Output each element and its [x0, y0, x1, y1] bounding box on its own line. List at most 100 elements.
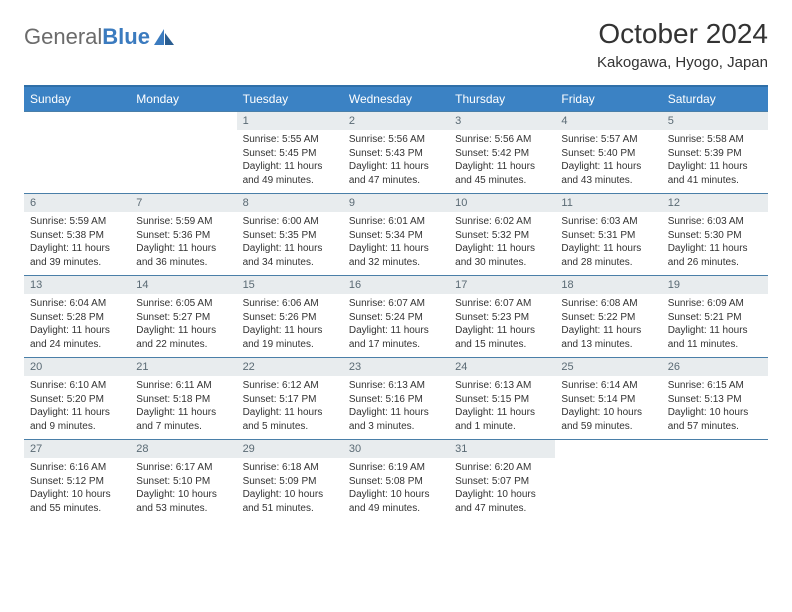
day-number: 21 [130, 358, 236, 376]
sunrise-line: Sunrise: 5:56 AM [455, 133, 549, 147]
sunset-line: Sunset: 5:30 PM [668, 229, 762, 243]
sunrise-line: Sunrise: 6:06 AM [243, 297, 337, 311]
day-number: 20 [24, 358, 130, 376]
sunset-line: Sunset: 5:14 PM [561, 393, 655, 407]
daylight-line: Daylight: 11 hours and 30 minutes. [455, 242, 549, 269]
daylight-line: Daylight: 11 hours and 43 minutes. [561, 160, 655, 187]
week-row: 20Sunrise: 6:10 AMSunset: 5:20 PMDayligh… [24, 357, 768, 439]
sunrise-line: Sunrise: 6:02 AM [455, 215, 549, 229]
day-cell: 19Sunrise: 6:09 AMSunset: 5:21 PMDayligh… [662, 276, 768, 357]
sunrise-line: Sunrise: 6:17 AM [136, 461, 230, 475]
day-details: Sunrise: 5:57 AMSunset: 5:40 PMDaylight:… [555, 130, 661, 193]
day-cell: 13Sunrise: 6:04 AMSunset: 5:28 PMDayligh… [24, 276, 130, 357]
day-details: Sunrise: 6:20 AMSunset: 5:07 PMDaylight:… [449, 458, 555, 521]
daylight-line: Daylight: 11 hours and 41 minutes. [668, 160, 762, 187]
sunrise-line: Sunrise: 6:14 AM [561, 379, 655, 393]
week-row: 13Sunrise: 6:04 AMSunset: 5:28 PMDayligh… [24, 275, 768, 357]
day-cell: 1Sunrise: 5:55 AMSunset: 5:45 PMDaylight… [237, 112, 343, 193]
sunset-line: Sunset: 5:42 PM [455, 147, 549, 161]
sunset-line: Sunset: 5:10 PM [136, 475, 230, 489]
daylight-line: Daylight: 11 hours and 28 minutes. [561, 242, 655, 269]
sunset-line: Sunset: 5:13 PM [668, 393, 762, 407]
sunrise-line: Sunrise: 6:09 AM [668, 297, 762, 311]
sunset-line: Sunset: 5:17 PM [243, 393, 337, 407]
day-number: 14 [130, 276, 236, 294]
day-cell: 11Sunrise: 6:03 AMSunset: 5:31 PMDayligh… [555, 194, 661, 275]
dow-cell: Friday [555, 87, 661, 111]
sunrise-line: Sunrise: 6:12 AM [243, 379, 337, 393]
day-details: Sunrise: 6:03 AMSunset: 5:31 PMDaylight:… [555, 212, 661, 275]
calendar-page: GeneralBlue October 2024 Kakogawa, Hyogo… [0, 0, 792, 539]
day-number: 31 [449, 440, 555, 458]
sunset-line: Sunset: 5:39 PM [668, 147, 762, 161]
empty-day-cell [24, 112, 130, 193]
brand-sail-icon [154, 29, 174, 45]
sunset-line: Sunset: 5:20 PM [30, 393, 124, 407]
day-number: 1 [237, 112, 343, 130]
sunrise-line: Sunrise: 6:07 AM [455, 297, 549, 311]
sunrise-line: Sunrise: 6:19 AM [349, 461, 443, 475]
day-details: Sunrise: 6:18 AMSunset: 5:09 PMDaylight:… [237, 458, 343, 521]
day-cell: 18Sunrise: 6:08 AMSunset: 5:22 PMDayligh… [555, 276, 661, 357]
daylight-line: Daylight: 11 hours and 5 minutes. [243, 406, 337, 433]
sunset-line: Sunset: 5:34 PM [349, 229, 443, 243]
empty-day-cell [662, 440, 768, 521]
sunset-line: Sunset: 5:21 PM [668, 311, 762, 325]
daylight-line: Daylight: 11 hours and 1 minute. [455, 406, 549, 433]
day-number: 22 [237, 358, 343, 376]
day-details: Sunrise: 6:09 AMSunset: 5:21 PMDaylight:… [662, 294, 768, 357]
day-details: Sunrise: 6:13 AMSunset: 5:16 PMDaylight:… [343, 376, 449, 439]
day-cell: 27Sunrise: 6:16 AMSunset: 5:12 PMDayligh… [24, 440, 130, 521]
brand-name-gray: General [24, 24, 102, 49]
sunset-line: Sunset: 5:07 PM [455, 475, 549, 489]
day-number: 3 [449, 112, 555, 130]
day-details: Sunrise: 6:03 AMSunset: 5:30 PMDaylight:… [662, 212, 768, 275]
daylight-line: Daylight: 10 hours and 47 minutes. [455, 488, 549, 515]
day-details: Sunrise: 6:08 AMSunset: 5:22 PMDaylight:… [555, 294, 661, 357]
daylight-line: Daylight: 11 hours and 17 minutes. [349, 324, 443, 351]
daylight-line: Daylight: 10 hours and 53 minutes. [136, 488, 230, 515]
sunrise-line: Sunrise: 6:20 AM [455, 461, 549, 475]
day-number: 4 [555, 112, 661, 130]
daylight-line: Daylight: 11 hours and 22 minutes. [136, 324, 230, 351]
sunset-line: Sunset: 5:08 PM [349, 475, 443, 489]
sunrise-line: Sunrise: 6:03 AM [668, 215, 762, 229]
daylight-line: Daylight: 10 hours and 57 minutes. [668, 406, 762, 433]
sunrise-line: Sunrise: 6:05 AM [136, 297, 230, 311]
daylight-line: Daylight: 11 hours and 26 minutes. [668, 242, 762, 269]
day-number: 6 [24, 194, 130, 212]
daylight-line: Daylight: 10 hours and 55 minutes. [30, 488, 124, 515]
sunrise-line: Sunrise: 6:07 AM [349, 297, 443, 311]
day-cell: 28Sunrise: 6:17 AMSunset: 5:10 PMDayligh… [130, 440, 236, 521]
day-number: 17 [449, 276, 555, 294]
sunrise-line: Sunrise: 5:59 AM [136, 215, 230, 229]
day-number: 29 [237, 440, 343, 458]
sunrise-line: Sunrise: 6:08 AM [561, 297, 655, 311]
dow-cell: Tuesday [237, 87, 343, 111]
daylight-line: Daylight: 11 hours and 24 minutes. [30, 324, 124, 351]
day-of-week-header: SundayMondayTuesdayWednesdayThursdayFrid… [24, 87, 768, 111]
day-number: 10 [449, 194, 555, 212]
day-number: 7 [130, 194, 236, 212]
empty-day-cell [130, 112, 236, 193]
day-details: Sunrise: 6:02 AMSunset: 5:32 PMDaylight:… [449, 212, 555, 275]
empty-day-cell [555, 440, 661, 521]
day-details: Sunrise: 6:12 AMSunset: 5:17 PMDaylight:… [237, 376, 343, 439]
sunset-line: Sunset: 5:36 PM [136, 229, 230, 243]
calendar-grid: SundayMondayTuesdayWednesdayThursdayFrid… [24, 85, 768, 521]
sunset-line: Sunset: 5:26 PM [243, 311, 337, 325]
day-details: Sunrise: 6:19 AMSunset: 5:08 PMDaylight:… [343, 458, 449, 521]
sunrise-line: Sunrise: 5:56 AM [349, 133, 443, 147]
week-row: 1Sunrise: 5:55 AMSunset: 5:45 PMDaylight… [24, 111, 768, 193]
weeks-container: 1Sunrise: 5:55 AMSunset: 5:45 PMDaylight… [24, 111, 768, 521]
sunrise-line: Sunrise: 5:58 AM [668, 133, 762, 147]
sunrise-line: Sunrise: 6:03 AM [561, 215, 655, 229]
day-details: Sunrise: 6:17 AMSunset: 5:10 PMDaylight:… [130, 458, 236, 521]
daylight-line: Daylight: 11 hours and 39 minutes. [30, 242, 124, 269]
day-details: Sunrise: 6:14 AMSunset: 5:14 PMDaylight:… [555, 376, 661, 439]
day-number: 13 [24, 276, 130, 294]
day-cell: 22Sunrise: 6:12 AMSunset: 5:17 PMDayligh… [237, 358, 343, 439]
sunrise-line: Sunrise: 5:57 AM [561, 133, 655, 147]
day-details: Sunrise: 6:16 AMSunset: 5:12 PMDaylight:… [24, 458, 130, 521]
day-details: Sunrise: 6:01 AMSunset: 5:34 PMDaylight:… [343, 212, 449, 275]
